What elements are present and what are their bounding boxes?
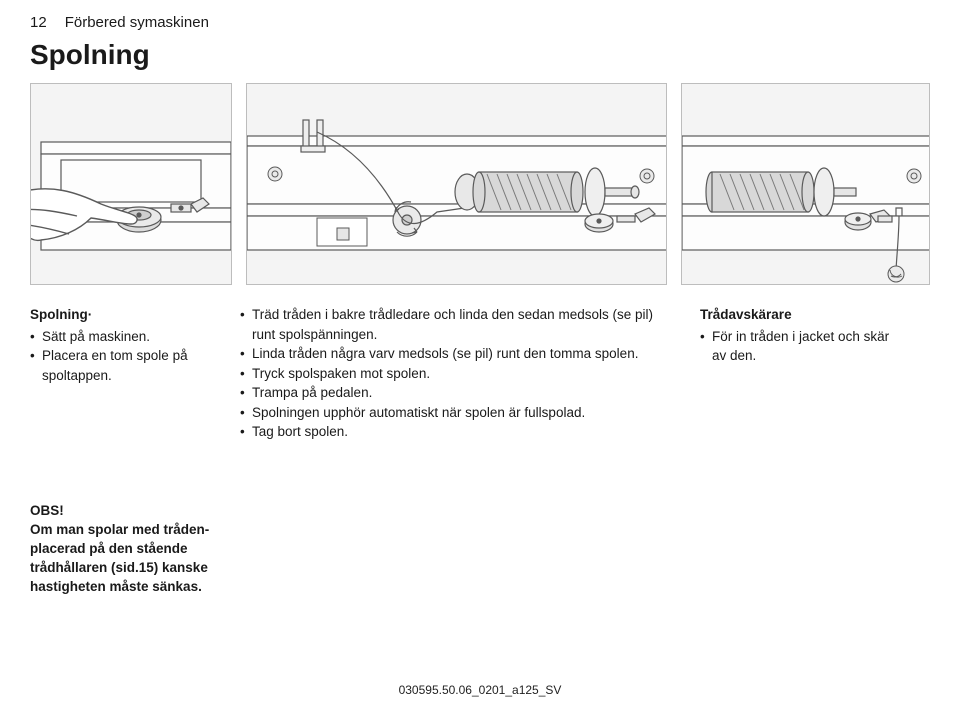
col2-list: Träd tråden i bakre trådledare och linda… [240,305,670,442]
list-item: Spolningen upphör automatiskt när spolen… [240,403,670,423]
column-3: Trådavskärare För in tråden i jacket och… [700,305,890,442]
obs-body: Om man spolar med tråden­placerad på den… [30,521,260,597]
col3-list: För in tråden i jacket och skär av den. [700,327,890,366]
list-item: Träd tråden i bakre trådledare och linda… [240,305,670,344]
list-item: Sätt på maskinen. [30,327,210,347]
page-title: Spolning [30,39,930,71]
page-number: 12 [30,14,47,31]
list-item: Placera en tom spole på spoltappen. [30,346,210,385]
obs-note: OBS! Om man spolar med tråden­placerad p… [30,502,260,596]
list-item: För in tråden i jacket och skär av den. [700,327,890,366]
figure-2 [246,83,667,285]
list-item: Tryck spolspaken mot spolen. [240,364,670,384]
col3-head: Trådavskärare [700,305,890,325]
col1-head: Spolning· [30,305,210,325]
figure-3 [681,83,930,285]
obs-head: OBS! [30,502,260,521]
chapter-title: Förbered symaskinen [65,14,209,31]
footer-code: 030595.50.06_0201_a125_SV [0,683,960,697]
figure-1 [30,83,232,285]
column-1: Spolning· Sätt på maskinen. Placera en t… [30,305,210,442]
col1-list: Sätt på maskinen. Placera en tom spole p… [30,327,210,386]
figure-row [30,83,930,285]
list-item: Trampa på pedalen. [240,383,670,403]
column-2: Träd tråden i bakre trådledare och linda… [240,305,670,442]
list-item: Tag bort spolen. [240,422,670,442]
list-item: Linda tråden några varv medsols (se pil)… [240,344,670,364]
text-columns: Spolning· Sätt på maskinen. Placera en t… [30,305,930,442]
